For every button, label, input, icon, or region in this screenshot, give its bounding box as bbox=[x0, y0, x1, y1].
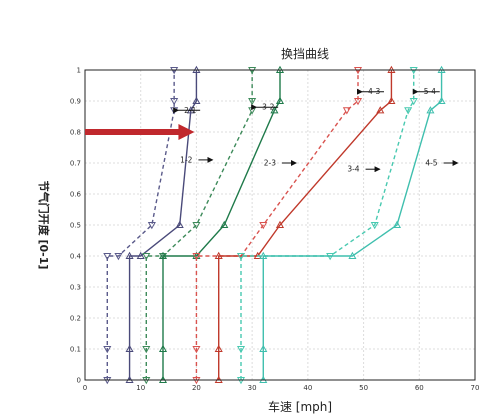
data-point bbox=[136, 251, 145, 260]
annotation-label: 2-3 bbox=[264, 159, 276, 168]
data-point bbox=[142, 345, 151, 354]
data-point bbox=[214, 344, 223, 353]
data-point bbox=[353, 97, 363, 106]
data-point bbox=[348, 251, 357, 260]
x-tick-label: 30 bbox=[248, 384, 257, 392]
data-point bbox=[125, 344, 134, 353]
data-point bbox=[236, 252, 246, 261]
data-point bbox=[259, 221, 268, 230]
data-point bbox=[192, 252, 201, 261]
highlight-arrow-shaft bbox=[85, 129, 181, 135]
data-point bbox=[376, 106, 385, 114]
x-tick-label: 10 bbox=[136, 384, 145, 392]
series-line bbox=[106, 70, 175, 380]
data-point bbox=[409, 97, 418, 106]
series-line bbox=[145, 70, 253, 380]
data-point bbox=[236, 345, 246, 354]
series-line bbox=[128, 70, 198, 380]
annotation-2-1: 2-1 bbox=[173, 106, 201, 115]
y-tick-label: 0.8 bbox=[70, 129, 81, 137]
data-point bbox=[192, 221, 201, 230]
series-line bbox=[218, 70, 393, 380]
data-point bbox=[125, 251, 134, 260]
data-point bbox=[275, 96, 285, 105]
data-point bbox=[259, 251, 268, 260]
annotation-label: 4-3 bbox=[368, 87, 380, 96]
series-line bbox=[262, 70, 443, 380]
chart-title: 换挡曲线 bbox=[281, 47, 329, 61]
annotation-4-5: 4-5 bbox=[425, 159, 459, 168]
highlight-arrow bbox=[85, 124, 195, 140]
data-point bbox=[259, 344, 268, 353]
annotation-label: 3-4 bbox=[347, 165, 359, 174]
data-point bbox=[114, 252, 123, 261]
y-tick-label: 0.6 bbox=[70, 191, 82, 199]
x-axis-label: 车速 [mph] bbox=[268, 399, 332, 414]
y-axis-label: 节气门开度 [0-1] bbox=[37, 181, 51, 270]
x-tick-label: 0 bbox=[83, 384, 87, 392]
data-point bbox=[175, 220, 184, 229]
data-point bbox=[103, 345, 112, 354]
annotation-label: 2-1 bbox=[184, 106, 196, 115]
data-point bbox=[220, 220, 229, 229]
data-point bbox=[214, 251, 223, 260]
data-point bbox=[147, 221, 156, 230]
data-point bbox=[248, 97, 257, 106]
y-tick-label: 0.7 bbox=[70, 160, 81, 168]
data-point bbox=[192, 345, 201, 354]
data-point bbox=[392, 220, 402, 229]
x-tick-label: 60 bbox=[415, 384, 424, 392]
y-tick-label: 0.2 bbox=[70, 315, 81, 323]
x-tick-label: 70 bbox=[471, 384, 480, 392]
annotation-3-2: 3-2 bbox=[251, 103, 279, 112]
data-point bbox=[370, 221, 379, 230]
y-tick-label: 0.5 bbox=[70, 222, 81, 230]
data-point bbox=[142, 252, 151, 261]
annotation-label: 5-4 bbox=[424, 87, 436, 96]
annotation-label: 4-5 bbox=[425, 159, 437, 168]
y-tick-label: 0.1 bbox=[70, 346, 81, 354]
data-point bbox=[342, 107, 351, 115]
annotation-5-4: 5-4 bbox=[412, 87, 440, 96]
y-tick-label: 0.3 bbox=[70, 284, 81, 292]
annotation-1-2: 1-2 bbox=[180, 155, 214, 164]
highlight-arrow-head bbox=[178, 124, 195, 140]
series-lines bbox=[103, 65, 446, 385]
data-point bbox=[404, 107, 413, 115]
y-tick-label: 1 bbox=[77, 67, 81, 75]
data-point bbox=[270, 106, 279, 114]
y-tick-label: 0.9 bbox=[70, 98, 81, 106]
data-point bbox=[158, 251, 168, 260]
annotation-label: 1-2 bbox=[180, 155, 192, 164]
data-point bbox=[103, 252, 112, 261]
data-point bbox=[158, 344, 168, 353]
x-tick-label: 20 bbox=[192, 384, 201, 392]
annotation-4-3: 4-3 bbox=[357, 87, 384, 96]
series-line bbox=[162, 70, 281, 380]
annotations: 2-1 3-2 4-3 5-4 1-2 2-3 3-4 4-5 bbox=[173, 87, 459, 174]
data-point bbox=[437, 96, 446, 105]
y-tick-label: 0 bbox=[77, 377, 81, 385]
data-point bbox=[192, 96, 201, 105]
svg-text:节气门开度 [0-1]: 节气门开度 [0-1] bbox=[37, 181, 51, 270]
x-tick-label: 40 bbox=[303, 384, 312, 392]
data-point bbox=[275, 220, 285, 229]
plot-frame bbox=[84, 69, 476, 381]
data-point bbox=[387, 96, 396, 105]
x-tick-label: 50 bbox=[359, 384, 368, 392]
data-point bbox=[426, 106, 435, 114]
annotation-3-4: 3-4 bbox=[347, 165, 381, 174]
annotation-label: 3-2 bbox=[262, 103, 274, 112]
axis-ticks: 0 10 20 30 40 50 60 70 0 0.1 0.2 0.3 0.4 0.5 0.6 0.7 0.8… bbox=[70, 67, 480, 393]
y-tick-label: 0.4 bbox=[70, 253, 82, 261]
annotation-2-3: 2-3 bbox=[264, 159, 297, 168]
data-point bbox=[170, 97, 179, 106]
series-line bbox=[195, 70, 359, 380]
